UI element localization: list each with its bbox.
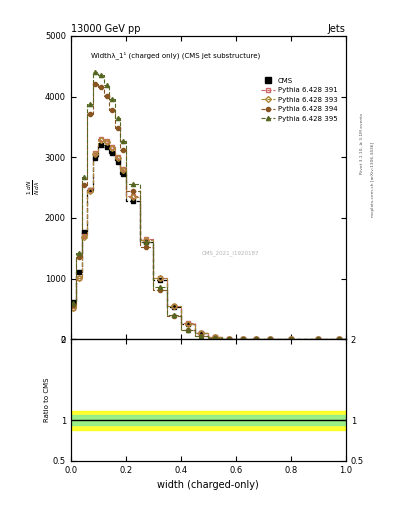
Text: Jets: Jets [328, 24, 346, 34]
Text: 13000 GeV pp: 13000 GeV pp [71, 24, 140, 34]
Text: Widthλ_1¹ (charged only) (CMS jet substructure): Widthλ_1¹ (charged only) (CMS jet substr… [91, 51, 260, 59]
Legend: CMS, Pythia 6.428 391, Pythia 6.428 393, Pythia 6.428 394, Pythia 6.428 395: CMS, Pythia 6.428 391, Pythia 6.428 393,… [259, 76, 340, 124]
X-axis label: width (charged-only): width (charged-only) [158, 480, 259, 490]
Y-axis label: Ratio to CMS: Ratio to CMS [44, 378, 50, 422]
Text: CMS_2021_I1920187: CMS_2021_I1920187 [202, 250, 259, 256]
Y-axis label: $\frac{1}{N}\frac{dN}{d\lambda}$: $\frac{1}{N}\frac{dN}{d\lambda}$ [26, 180, 42, 196]
Text: mcplots.cern.ch [arXiv:1306.3436]: mcplots.cern.ch [arXiv:1306.3436] [371, 142, 375, 217]
Text: Rivet 3.1.10, ≥ 3.1M events: Rivet 3.1.10, ≥ 3.1M events [360, 113, 364, 174]
